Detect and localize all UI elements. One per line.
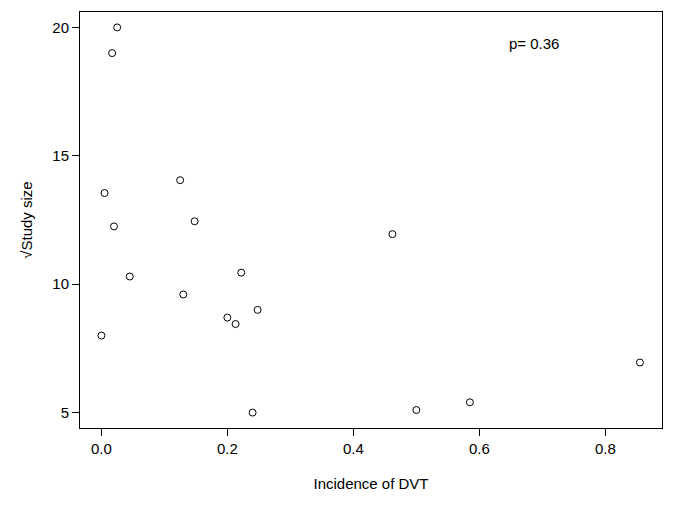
svg-text:0.2: 0.2 — [217, 440, 238, 457]
svg-text:Incidence of DVT: Incidence of DVT — [313, 475, 428, 492]
svg-text:√Study size: √Study size — [18, 181, 35, 258]
svg-text:0.4: 0.4 — [343, 440, 364, 457]
svg-text:0.0: 0.0 — [91, 440, 112, 457]
svg-text:20: 20 — [52, 19, 69, 36]
svg-text:15: 15 — [52, 147, 69, 164]
svg-text:0.6: 0.6 — [469, 440, 490, 457]
svg-text:10: 10 — [52, 275, 69, 292]
svg-text:p= 0.36: p= 0.36 — [509, 35, 559, 52]
svg-text:5: 5 — [61, 404, 69, 421]
svg-text:0.8: 0.8 — [595, 440, 616, 457]
